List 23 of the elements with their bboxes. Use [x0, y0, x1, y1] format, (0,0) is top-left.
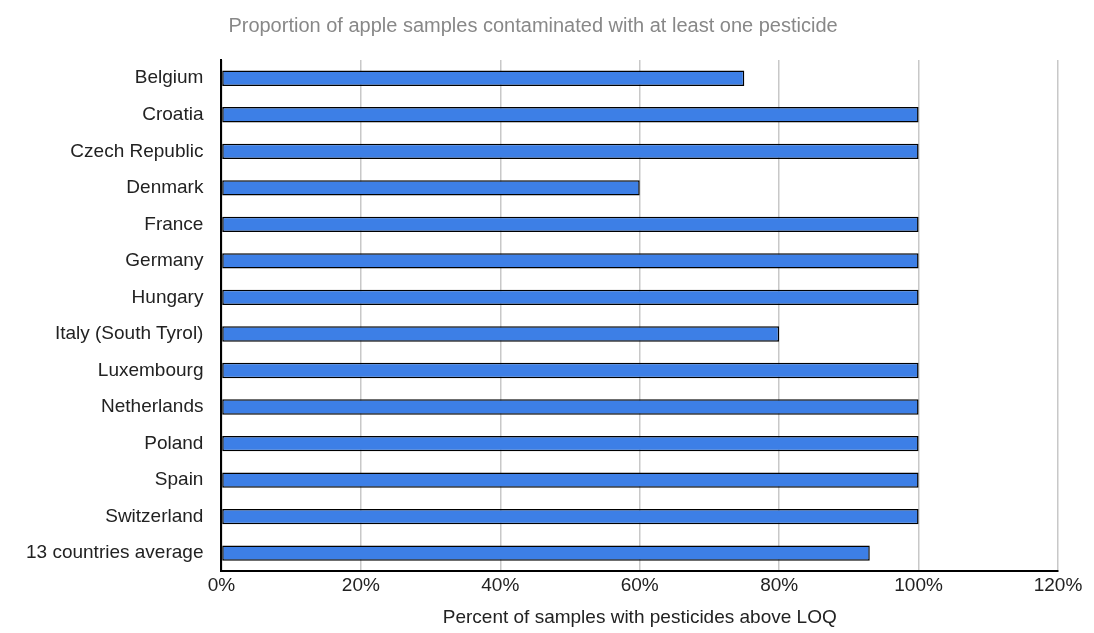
y-tick-label: Netherlands [100, 395, 204, 417]
chart-title: Proportion of apple samples contaminated with at least one pesticide [228, 13, 838, 36]
y-tick-label: 13 countries average [25, 541, 204, 563]
x-tick-label: 80% [760, 574, 799, 596]
y-tick-label: Germany [125, 249, 204, 271]
x-tick-label: 20% [341, 574, 380, 596]
x-tick-label: 0% [207, 574, 236, 596]
x-tick-label: 40% [481, 574, 520, 596]
y-tick-label: Switzerland [105, 504, 204, 526]
y-tick-label: Poland [144, 431, 204, 453]
x-tick-label: 60% [620, 574, 659, 596]
y-tick-label: Denmark [126, 176, 204, 198]
y-tick-label: Italy (South Tyrol) [54, 322, 204, 344]
y-tick-label: Czech Republic [70, 139, 204, 161]
x-tick-label: 120% [1033, 574, 1083, 596]
y-tick-label: Belgium [134, 66, 204, 88]
y-tick-label: Spain [154, 468, 204, 490]
y-tick-label: Hungary [131, 285, 204, 307]
y-tick-label: Croatia [142, 103, 204, 125]
x-axis-title: Percent of samples with pesticides above LOQ [442, 605, 837, 627]
y-tick-label: France [144, 212, 204, 234]
x-tick-label: 100% [894, 574, 943, 596]
y-tick-label: Luxembourg [97, 358, 204, 380]
